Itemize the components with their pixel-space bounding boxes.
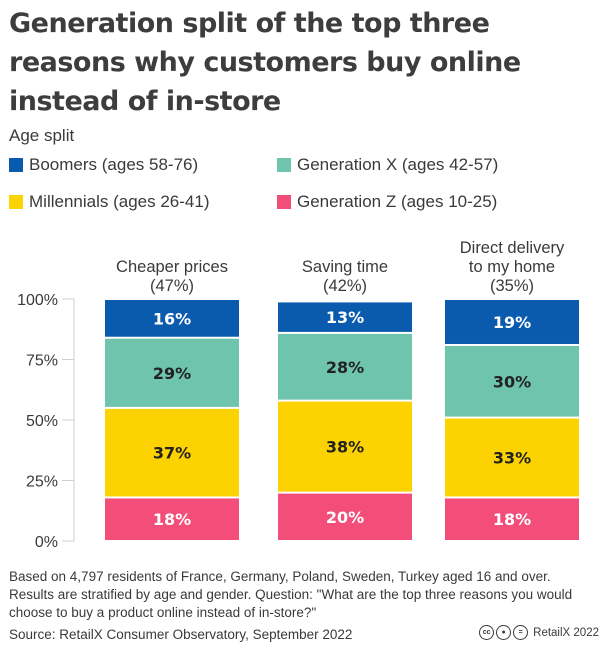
category-label: Cheaper prices <box>116 258 228 276</box>
data-label: 33% <box>493 449 531 468</box>
category-label: to my home <box>469 258 555 276</box>
equals-icon: = <box>513 625 529 640</box>
data-label: 37% <box>153 444 191 463</box>
y-tick-label: 25% <box>26 474 58 491</box>
bar-segment <box>278 302 412 332</box>
credit-text: RetailX 2022 <box>533 626 599 639</box>
data-label: 13% <box>326 308 364 327</box>
data-label: 30% <box>493 372 531 391</box>
bar-segment <box>278 401 412 492</box>
bar-segment <box>445 345 579 417</box>
legend-item-generation-z: Generation Z (ages 10-25) <box>277 192 497 212</box>
source-note: Source: RetailX Consumer Observatory, Se… <box>9 627 353 642</box>
bar-segment <box>105 408 239 497</box>
chart-title: Generation split of the top three reason… <box>9 8 521 117</box>
category-label: Direct delivery <box>460 239 565 257</box>
legend-label-boomers: Boomers (ages 58-76) <box>29 155 199 174</box>
category-label: (47%) <box>150 277 194 295</box>
y-tick-label: 75% <box>26 353 58 370</box>
bar-segment <box>105 338 239 407</box>
footnote: Based on 4,797 residents of France, Germ… <box>9 569 573 620</box>
stacked-bar-chart: 0% 25% 50% 75% 100% Cheaper prices(47%) Saving… <box>17 239 579 551</box>
legend-swatch-generation-x <box>277 158 291 172</box>
y-tick-label: 50% <box>26 413 58 430</box>
bar-segment <box>445 498 579 540</box>
data-label: 16% <box>153 309 191 328</box>
legend-label-millennials: Millennials (ages 26-41) <box>29 192 210 211</box>
credit: cc ● = RetailX 2022 <box>479 625 599 640</box>
data-label: 18% <box>493 510 531 529</box>
category-label: Saving time <box>302 258 388 276</box>
bar-segment <box>278 333 412 400</box>
legend-item-millennials: Millennials (ages 26-41) <box>9 192 209 212</box>
by-icon: ● <box>496 625 512 640</box>
data-label: 38% <box>326 438 364 457</box>
data-label: 18% <box>153 510 191 529</box>
cc-icon: cc <box>479 625 495 640</box>
legend-swatch-boomers <box>9 158 23 172</box>
y-tick-label: 0% <box>35 534 58 551</box>
legend-label-generation-x: Generation X (ages 42-57) <box>297 155 499 174</box>
legend-item-boomers: Boomers (ages 58-76) <box>9 155 198 175</box>
legend-title: Age split <box>9 126 75 145</box>
legend-label-generation-z: Generation Z (ages 10-25) <box>297 192 498 211</box>
category-label: (35%) <box>490 277 534 295</box>
data-label: 19% <box>493 313 531 332</box>
bar-segment <box>105 300 239 337</box>
legend-swatch-millennials <box>9 195 23 209</box>
legend-item-generation-x: Generation X (ages 42-57) <box>277 155 498 175</box>
bar-segment <box>278 493 412 540</box>
legend-swatch-generation-z <box>277 195 291 209</box>
data-label: 28% <box>326 358 364 377</box>
data-label: 20% <box>326 508 364 527</box>
y-tick-label: 100% <box>17 292 58 309</box>
category-label: (42%) <box>323 277 367 295</box>
data-label: 29% <box>153 364 191 383</box>
bar-segment <box>445 418 579 497</box>
bar-segment <box>445 300 579 344</box>
bar-segment <box>105 498 239 540</box>
